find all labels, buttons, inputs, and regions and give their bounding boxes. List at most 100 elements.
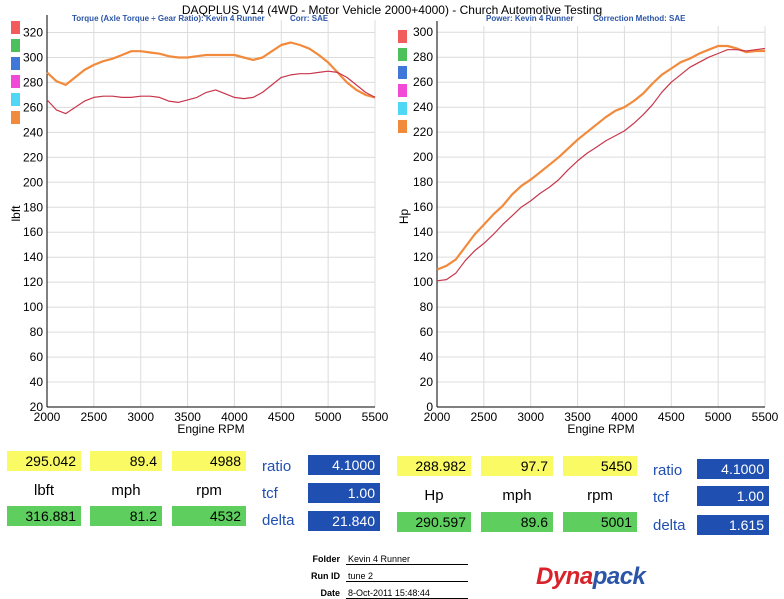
legend-swatch <box>398 84 407 97</box>
power-cursor2-speed: 89.6 <box>481 512 553 532</box>
right-tcf-label: tcf <box>653 489 669 506</box>
legend-swatch <box>11 75 20 88</box>
x-tick-label: 4500 <box>658 410 685 424</box>
legend-swatch <box>398 120 407 133</box>
dynapack-logo: Dynapack <box>536 563 646 591</box>
y-tick-label: 100 <box>23 300 43 314</box>
power-cursor2-value: 290.597 <box>397 512 471 532</box>
torque-cursor2-speed: 81.2 <box>90 506 162 526</box>
date-value: 8-Oct-2011 15:48:44 <box>346 588 468 599</box>
y-tick-label: 140 <box>23 250 43 264</box>
torque-unit-label: lbft <box>33 482 54 499</box>
x-tick-label: 5500 <box>362 410 389 424</box>
folder-label: Folder <box>312 554 340 564</box>
speed-unit-label: mph <box>111 482 141 499</box>
y-tick-label: 300 <box>413 25 433 39</box>
torque-cursor1-value: 295.042 <box>7 451 81 471</box>
x-tick-label: 4000 <box>611 410 638 424</box>
x-axis-title: Engine RPM <box>177 422 244 436</box>
legend-swatch <box>11 39 20 52</box>
x-tick-label: 4000 <box>221 410 248 424</box>
y-tick-label: 180 <box>413 175 433 189</box>
y-tick-label: 140 <box>413 225 433 239</box>
right-ratio-value: 4.1000 <box>697 459 769 479</box>
y-tick-label: 200 <box>23 175 43 189</box>
run-id-label: Run ID <box>311 571 340 581</box>
x-axis-title: Engine RPM <box>567 422 634 436</box>
power-chart-correction: Correction Method: SAE <box>593 14 686 23</box>
legend-swatch <box>11 93 20 106</box>
x-tick-label: 3500 <box>174 410 201 424</box>
series-line-1 <box>46 41 376 99</box>
y-tick-label: 160 <box>413 200 433 214</box>
torque-chart-subtitle: Torque (Axle Torque ÷ Gear Ratio): Kevin… <box>72 14 265 23</box>
y-tick-label: 280 <box>413 50 433 64</box>
x-tick-label: 2500 <box>471 410 498 424</box>
legend-swatch <box>11 57 20 70</box>
x-tick-label: 5000 <box>705 410 732 424</box>
y-tick-label: 20 <box>420 375 434 389</box>
y-tick-label: 80 <box>30 325 44 339</box>
x-tick-label: 3500 <box>564 410 591 424</box>
left-tcf-value: 1.00 <box>308 483 380 503</box>
right-tcf-value: 1.00 <box>697 486 769 506</box>
date-label: Date <box>320 588 340 598</box>
y-tick-label: 40 <box>30 375 44 389</box>
legend-swatch <box>398 102 407 115</box>
y-tick-label: 220 <box>413 125 433 139</box>
torque-cursor2-value: 316.881 <box>7 506 81 526</box>
y-tick-label: 120 <box>413 250 433 264</box>
y-tick-label: 260 <box>23 100 43 114</box>
y-tick-label: 220 <box>23 150 43 164</box>
y-tick-label: 160 <box>23 225 43 239</box>
legend-swatch <box>398 66 407 79</box>
y-tick-label: 300 <box>23 50 43 64</box>
power-rpm-unit-label: rpm <box>587 487 613 504</box>
report-title: DAQPLUS V14 (4WD - Motor Vehicle 2000+40… <box>181 3 603 17</box>
power-speed-unit-label: mph <box>502 487 532 504</box>
power-cursor1-rpm: 5450 <box>563 456 637 476</box>
y-tick-label: 240 <box>23 125 43 139</box>
logo-text-dyna: Dyna <box>536 563 593 590</box>
series-line-2 <box>46 70 376 115</box>
x-tick-label: 2500 <box>81 410 108 424</box>
run-id-value: tune 2 <box>346 571 468 582</box>
y-tick-label: 20 <box>30 400 44 414</box>
y-tick-label: 80 <box>420 300 434 314</box>
logo-text-pack: pack <box>592 563 646 590</box>
y-tick-label: 60 <box>30 350 44 364</box>
x-tick-label: 3000 <box>127 410 154 424</box>
x-tick-label: 3000 <box>517 410 544 424</box>
left-tcf-label: tcf <box>262 485 278 502</box>
rpm-unit-label: rpm <box>196 482 222 499</box>
y-axis-title: Hp <box>397 209 411 225</box>
power-chart: 2000 2500 3000 3500 4000 4500 5000 5500 0 20 40 60 8… <box>397 21 779 436</box>
x-tick-label: 2000 <box>424 410 451 424</box>
y-tick-label: 240 <box>413 100 433 114</box>
x-tick-label: 2000 <box>34 410 61 424</box>
left-delta-label: delta <box>262 512 295 529</box>
y-tick-label: 40 <box>420 350 434 364</box>
x-tick-label: 4500 <box>268 410 295 424</box>
left-delta-value: 21.840 <box>308 511 380 531</box>
y-tick-label: 100 <box>413 275 433 289</box>
x-tick-label: 5500 <box>752 410 779 424</box>
legend-swatch <box>11 21 20 34</box>
torque-chart: 2000 2500 3000 3500 4000 4500 5000 5500 20 40 60 80… <box>9 15 389 436</box>
torque-cursor2-rpm: 4532 <box>172 506 246 526</box>
right-delta-label: delta <box>653 517 686 534</box>
folder-value: Kevin 4 Runner <box>346 554 468 565</box>
torque-cursor1-speed: 89.4 <box>90 451 162 471</box>
y-tick-label: 260 <box>413 75 433 89</box>
power-cursor2-rpm: 5001 <box>563 512 637 532</box>
series-line-2 <box>436 47 766 282</box>
x-tick-label: 5000 <box>315 410 342 424</box>
power-unit-label: Hp <box>424 487 444 504</box>
power-cursor1-speed: 97.7 <box>481 456 553 476</box>
y-tick-label: 60 <box>420 325 434 339</box>
y-tick-label: 280 <box>23 75 43 89</box>
right-ratio-label: ratio <box>653 462 683 479</box>
y-axis-title: lbft <box>9 205 23 222</box>
left-ratio-value: 4.1000 <box>308 455 380 475</box>
legend-swatch <box>398 48 407 61</box>
